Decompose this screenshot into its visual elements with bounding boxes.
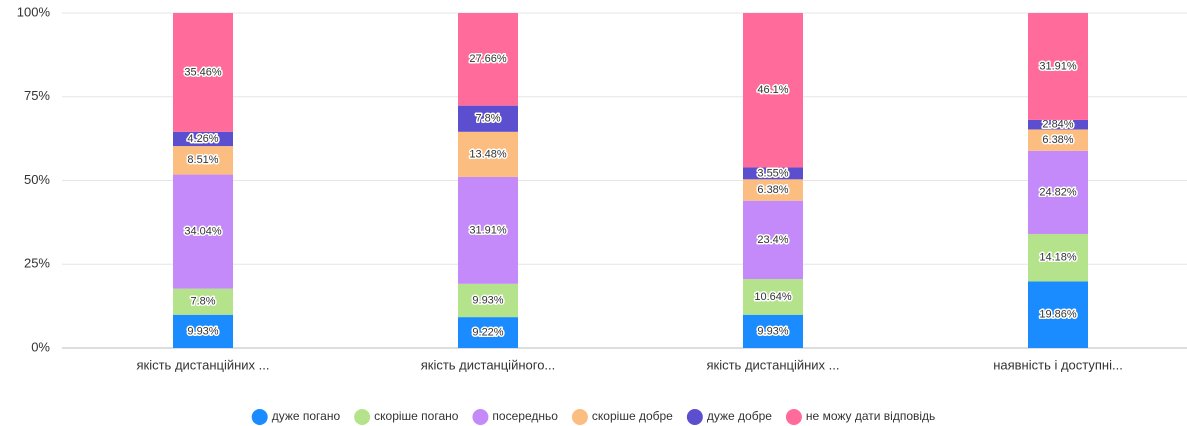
bar-segment: [743, 179, 803, 201]
legend-label: посередньо: [492, 409, 558, 423]
bar-segment: [173, 174, 233, 289]
y-tick-label: 100%: [17, 4, 51, 19]
x-tick-label: якість дистанційних ...: [706, 357, 839, 372]
bar-segment: [743, 167, 803, 180]
x-tick-label: наявність і доступні...: [993, 357, 1123, 372]
data-label: 13.48%: [469, 148, 507, 160]
bar-segment: [458, 283, 518, 318]
y-tick-label: 50%: [24, 172, 50, 187]
bar-segment: [1028, 233, 1088, 282]
bar-segment: [458, 317, 518, 348]
legend-marker: [354, 409, 371, 425]
data-label: 35.46%: [184, 66, 222, 78]
data-label: 27.66%: [469, 53, 507, 65]
legend-label: скоріше погано: [374, 409, 459, 423]
bar-segment: [458, 176, 518, 284]
legend: дуже погано скоріше погано посередньо скорі…: [251, 409, 935, 425]
y-tick-label: 75%: [24, 88, 50, 103]
bar-segment: [1028, 281, 1088, 348]
bar-segment: [173, 131, 233, 147]
legend-marker: [472, 409, 489, 425]
bar-segment: [458, 131, 518, 177]
legend-marker: [686, 409, 703, 425]
data-label: 6.38%: [1042, 134, 1073, 146]
bar-segment: [743, 200, 803, 280]
data-label: 7.8%: [475, 113, 500, 125]
data-label: 34.04%: [184, 225, 222, 237]
legend-marker: [251, 409, 268, 425]
bar-segment: [173, 288, 233, 315]
data-label: 8.51%: [187, 154, 218, 166]
bar-segment: [1028, 13, 1088, 120]
bar-segment: [1028, 129, 1088, 151]
data-label: 46.1%: [757, 84, 788, 96]
bar-segment: [173, 13, 233, 132]
x-tick-label: якість дистанційного...: [421, 357, 556, 372]
bar-segment: [1028, 150, 1088, 234]
data-label: 31.91%: [469, 224, 507, 236]
bar-segment: [458, 105, 518, 132]
legend-marker: [571, 409, 588, 425]
legend-label: дуже добре: [707, 409, 772, 423]
data-label: 3.55%: [757, 167, 788, 179]
bar-segment: [743, 279, 803, 315]
bar-segment: [173, 146, 233, 175]
bar-segment: [743, 314, 803, 348]
data-label: 7.8%: [190, 296, 215, 308]
legend-label: дуже погано: [272, 409, 341, 423]
data-label: 6.38%: [757, 184, 788, 196]
y-tick-label: 0%: [31, 339, 50, 354]
bar-segment: [1028, 119, 1088, 130]
data-label: 14.18%: [1039, 252, 1077, 264]
data-label: 19.86%: [1039, 309, 1077, 321]
data-label: 9.93%: [187, 325, 218, 337]
data-label: 31.91%: [1039, 60, 1077, 72]
data-label: 2.84%: [1042, 119, 1073, 131]
data-label: 10.64%: [754, 291, 792, 303]
data-label: 4.26%: [187, 133, 218, 145]
data-label: 24.82%: [1039, 186, 1077, 198]
data-label: 9.22%: [472, 326, 503, 338]
bar-segment: [173, 314, 233, 348]
bar-segment: [458, 13, 518, 106]
data-label: 9.93%: [757, 325, 788, 337]
legend-marker: [785, 409, 802, 425]
legend-label: скоріше добре: [592, 409, 673, 423]
data-label: 9.93%: [472, 294, 503, 306]
data-label: 23.4%: [757, 234, 788, 246]
bar-segment: [743, 13, 803, 168]
legend-label: не можу дати відповідь: [806, 409, 935, 423]
x-tick-label: якість дистанційних ...: [136, 357, 269, 372]
y-tick-label: 25%: [24, 256, 50, 271]
